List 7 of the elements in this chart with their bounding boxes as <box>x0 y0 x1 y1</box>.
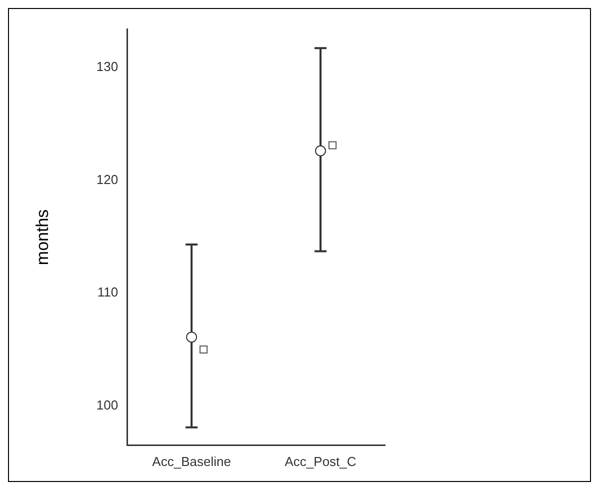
y-tick-label: 100 <box>96 397 118 412</box>
x-tick-label: Acc_Post_C <box>284 454 356 469</box>
y-axis-title: months <box>32 209 52 266</box>
y-tick-label: 130 <box>96 58 118 74</box>
y-tick-label: 120 <box>96 172 118 187</box>
y-tick-label: 110 <box>97 284 118 300</box>
x-tick-label: Acc_Baseline <box>152 454 231 469</box>
